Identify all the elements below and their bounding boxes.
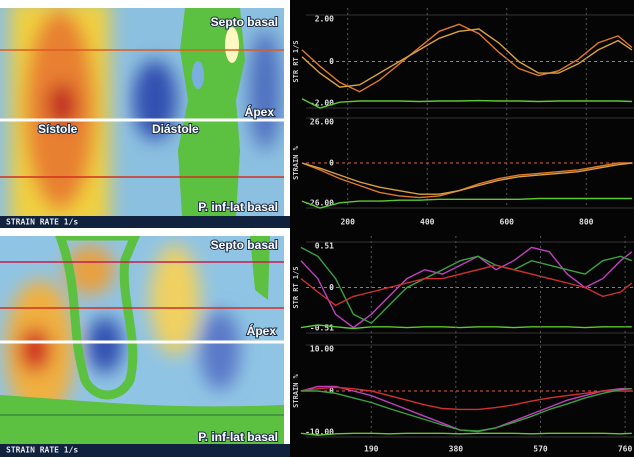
y-axis-label: STR RT 1/S: [292, 40, 300, 82]
x-tick-label: 570: [533, 445, 548, 454]
region-label: P. inf-lat basal: [198, 200, 278, 214]
y-tick-label: 2.00: [315, 15, 334, 24]
y-tick-label: -26.00: [305, 199, 334, 208]
region-label: P. inf-lat basal: [198, 430, 278, 444]
x-tick-label: 190: [364, 445, 379, 454]
heatmap: [0, 0, 284, 230]
screenshot: Septo basal Ápex P. inf-lat basal Sístol…: [0, 0, 634, 457]
phase-label: Sístole: [38, 122, 78, 136]
y-tick-label: 10.00: [310, 345, 334, 354]
x-tick-label: 760: [618, 445, 633, 454]
region-label: Ápex: [247, 323, 277, 338]
region-label: Ápex: [245, 104, 275, 119]
heatmap: [0, 236, 284, 444]
y-tick-label: 0: [329, 159, 334, 168]
x-tick-label: 800: [579, 218, 594, 227]
y-tick-label: 26.00: [310, 118, 334, 127]
plot-background: [290, 0, 634, 230]
x-tick-label: 380: [449, 445, 464, 454]
y-axis-label: STR RT 1/S: [292, 266, 300, 308]
y-tick-label: 0: [329, 283, 334, 292]
y-axis-label: STRAIN %: [292, 373, 300, 408]
region-label: Septo basal: [211, 238, 278, 252]
y-tick-label: 0.51: [315, 242, 334, 251]
footer-label: STRAIN RATE 1/s: [6, 218, 78, 227]
region-label: Septo basal: [211, 15, 278, 29]
x-tick-label: 600: [500, 218, 515, 227]
y-tick-label: -2.00: [310, 99, 334, 108]
y-tick-label: 0: [329, 57, 334, 66]
x-tick-label: 200: [340, 218, 355, 227]
x-tick-label: 400: [420, 218, 435, 227]
y-axis-label: STRAIN %: [292, 145, 300, 180]
footer-label: STRAIN RATE 1/s: [6, 446, 78, 455]
phase-label: Diástole: [152, 122, 199, 136]
